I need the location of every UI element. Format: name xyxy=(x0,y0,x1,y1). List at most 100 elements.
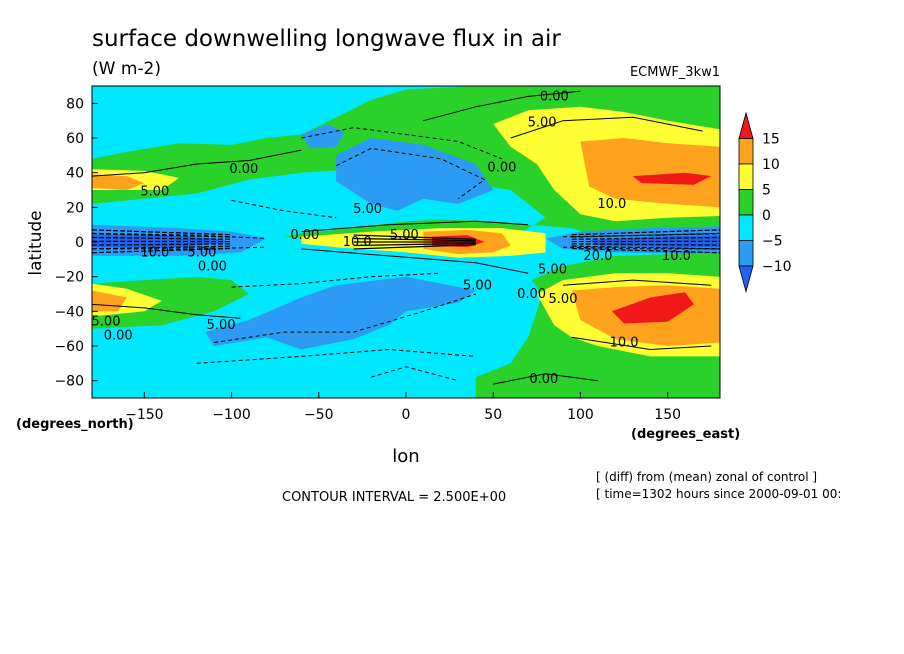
y-tick-label: −40 xyxy=(54,304,84,320)
y-tick-label: 0 xyxy=(75,235,84,251)
contour-label: 5.00 xyxy=(92,315,121,330)
contour-fill-red-south-east xyxy=(611,292,694,324)
contour-line-dense xyxy=(353,237,476,242)
y-axis: −80 −60 −40 −20 0 20 40 60 80 xyxy=(54,96,98,390)
contour-label: 10.0 xyxy=(610,336,639,351)
contour-line-dense xyxy=(353,244,476,250)
contour-label: 10.0 xyxy=(662,249,691,264)
y-tick-label: 20 xyxy=(66,200,84,216)
contour-line-dense xyxy=(92,243,232,246)
contour-line-negative xyxy=(335,147,486,200)
colorbar-label: 10 xyxy=(762,157,780,173)
contour-line-negative xyxy=(196,348,476,364)
contour-fill-blue-south-patch xyxy=(205,276,476,350)
x-tick-label: −50 xyxy=(304,407,334,423)
colorbar-bin xyxy=(738,189,754,216)
contour-label: 5.00 xyxy=(140,185,169,200)
contour-label: 0.00 xyxy=(517,287,546,302)
contour-label: 0.00 xyxy=(529,372,558,387)
contour-line xyxy=(562,279,712,286)
contour-line-dense xyxy=(571,243,720,246)
contour-line xyxy=(92,303,241,319)
x-tick-label: 150 xyxy=(654,407,681,423)
colorbar-bin xyxy=(738,265,754,294)
y-tick-label: 40 xyxy=(66,166,84,182)
note-diff: [ (diff) from (mean) zonal of control ] xyxy=(596,470,817,484)
colorbar-bin xyxy=(738,163,754,190)
contour-line-dense xyxy=(92,233,232,238)
contour-line-negative xyxy=(231,199,337,219)
contour-label: 10.0 xyxy=(597,197,626,212)
y-axis-label: latitude xyxy=(26,210,46,275)
contour-interval: CONTOUR INTERVAL = 2.500E+00 xyxy=(282,490,506,505)
x-tick-label: −150 xyxy=(125,407,163,423)
contour-label: 10.0 xyxy=(140,245,169,260)
y-tick-label: −20 xyxy=(54,270,84,286)
contour-line-dense xyxy=(571,236,720,240)
colorbar-label: 5 xyxy=(762,183,771,199)
colorbar: 15 10 5 0 −5 −10 xyxy=(738,111,792,294)
contour-label: 0.00 xyxy=(540,89,569,104)
colorbar-bin xyxy=(738,138,754,165)
contour-fills xyxy=(92,86,720,398)
contour-line xyxy=(510,116,703,139)
contour-line xyxy=(423,90,581,122)
chart-units: (W m-2) xyxy=(92,59,161,79)
contour-line-negative xyxy=(301,127,503,160)
contour-line xyxy=(493,373,598,385)
y-tick-label: 80 xyxy=(66,96,84,112)
contour-label: 0.00 xyxy=(290,228,319,243)
contour-line-dense xyxy=(353,242,476,247)
contour-line xyxy=(301,248,529,274)
contour-label: 0.00 xyxy=(229,162,258,177)
contour-label: 0.00 xyxy=(487,161,516,176)
contour-label: 10.0 xyxy=(343,235,372,250)
contour-label: 5.00 xyxy=(390,228,419,243)
contour-line-dense xyxy=(571,229,720,236)
contour-line-dense xyxy=(571,245,720,250)
x-tick-label: 0 xyxy=(402,407,411,423)
contour-line xyxy=(92,149,302,177)
contour-line-dense xyxy=(571,233,720,238)
colorbar-bin xyxy=(738,240,754,267)
contour-line-negative xyxy=(562,246,720,250)
contour-label: 5.00 xyxy=(207,318,236,333)
contour-line xyxy=(301,220,529,233)
y-tick-label: 60 xyxy=(66,131,84,147)
colorbar-label: 0 xyxy=(762,208,771,224)
contour-label: 5.00 xyxy=(353,202,382,217)
colorbar-label: −5 xyxy=(762,234,783,250)
x-tick-label: 50 xyxy=(484,407,502,423)
contour-fill-blue-north-patch-2 xyxy=(336,138,494,211)
x-axis-label: lon xyxy=(392,446,419,467)
contour-label: 5.00 xyxy=(538,263,567,278)
x-tick-label: 100 xyxy=(567,407,594,423)
colorbar-bin xyxy=(738,214,754,241)
contour-line-negative xyxy=(214,293,476,343)
x-axis: −150 −100 −50 0 50 100 150 xyxy=(125,392,681,423)
plot-area: 0.005.000.000.005.005.00 10.00.00 10.0 5.00… xyxy=(92,86,720,398)
contour-line-dense xyxy=(92,245,232,250)
contour-line-dense xyxy=(92,247,232,254)
contour-label: 0.00 xyxy=(104,329,133,344)
contour-fill-blue-equator-west-core xyxy=(92,235,232,248)
contour-label: 5.00 xyxy=(187,245,216,260)
contour-line-dense xyxy=(92,236,232,240)
contour-label: 5.00 xyxy=(463,278,492,293)
contour-fill-orange-north-east xyxy=(580,138,720,208)
colorbar-bin xyxy=(738,111,754,139)
colorbar-label: −10 xyxy=(762,259,792,275)
contour-line-dense xyxy=(353,234,476,240)
contour-label: 5.00 xyxy=(549,292,578,307)
contour-line xyxy=(571,336,712,351)
contour-label: 20.0 xyxy=(583,249,612,264)
contour-fill-red-north-east xyxy=(632,172,712,185)
contour-line-negative xyxy=(370,366,459,382)
x-axis-unit: (degrees_east) xyxy=(631,427,740,442)
contour-fill-blue-north-patch-1 xyxy=(301,124,345,149)
contour-label: 0.00 xyxy=(198,259,227,274)
contour-fill-green-south-band xyxy=(92,276,249,329)
chart-title: surface downwelling longwave flux in air xyxy=(92,26,561,52)
note-time: [ time=1302 hours since 2000-09-01 00: xyxy=(596,487,841,501)
